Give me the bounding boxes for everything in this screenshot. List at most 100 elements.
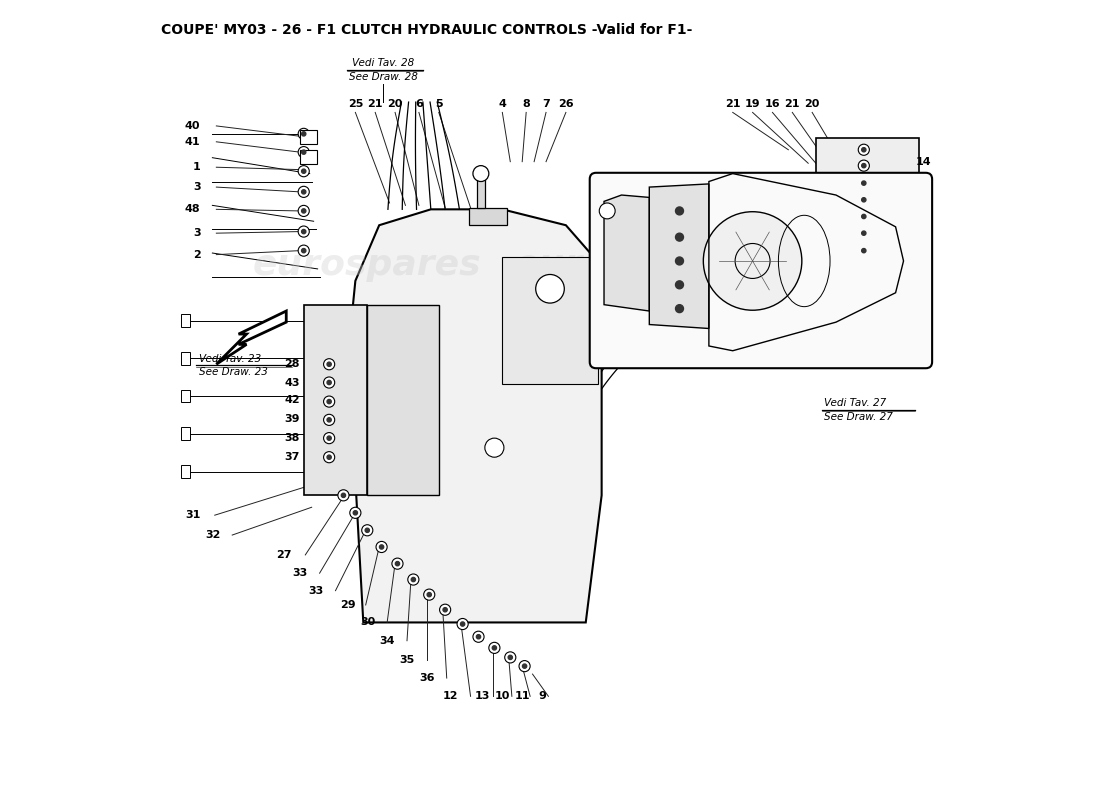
Circle shape bbox=[861, 198, 866, 202]
Text: 4: 4 bbox=[498, 99, 506, 110]
Text: 31: 31 bbox=[185, 510, 200, 520]
Circle shape bbox=[600, 203, 615, 219]
Circle shape bbox=[298, 245, 309, 256]
Text: 13: 13 bbox=[475, 691, 491, 702]
Text: 20: 20 bbox=[387, 99, 403, 110]
Circle shape bbox=[427, 593, 431, 597]
Circle shape bbox=[301, 230, 306, 234]
Text: 8: 8 bbox=[522, 99, 530, 110]
Circle shape bbox=[488, 642, 499, 654]
Text: 29: 29 bbox=[340, 600, 355, 610]
Text: 40: 40 bbox=[185, 121, 200, 131]
Text: 43: 43 bbox=[284, 378, 300, 387]
Text: COUPE' MY03 - 26 - F1 CLUTCH HYDRAULIC CONTROLS -Valid for F1-: COUPE' MY03 - 26 - F1 CLUTCH HYDRAULIC C… bbox=[161, 22, 692, 37]
Text: eurospares: eurospares bbox=[253, 248, 482, 282]
Circle shape bbox=[365, 528, 370, 533]
Text: 48: 48 bbox=[185, 204, 200, 214]
Circle shape bbox=[858, 194, 869, 206]
Circle shape bbox=[858, 211, 869, 222]
Circle shape bbox=[458, 618, 469, 630]
Circle shape bbox=[675, 233, 683, 241]
Bar bbox=[469, 208, 507, 226]
Text: 46: 46 bbox=[596, 252, 612, 262]
Text: 35: 35 bbox=[399, 654, 415, 665]
Circle shape bbox=[861, 163, 866, 168]
Circle shape bbox=[301, 150, 306, 154]
Circle shape bbox=[424, 589, 434, 600]
Text: 5: 5 bbox=[434, 99, 442, 110]
Text: 34: 34 bbox=[379, 636, 395, 646]
Circle shape bbox=[301, 132, 306, 136]
Circle shape bbox=[298, 206, 309, 217]
Bar bbox=[180, 390, 190, 402]
Text: 25: 25 bbox=[348, 99, 363, 110]
Text: Vedi Tav. 23: Vedi Tav. 23 bbox=[199, 354, 261, 364]
Text: 3: 3 bbox=[192, 182, 200, 192]
Polygon shape bbox=[649, 184, 708, 329]
Circle shape bbox=[327, 381, 331, 385]
Circle shape bbox=[440, 604, 451, 615]
Circle shape bbox=[703, 212, 802, 310]
Bar bbox=[180, 465, 190, 478]
Circle shape bbox=[408, 574, 419, 585]
Text: 27: 27 bbox=[276, 550, 292, 560]
Circle shape bbox=[376, 542, 387, 553]
Circle shape bbox=[323, 377, 334, 388]
Polygon shape bbox=[217, 311, 286, 364]
Circle shape bbox=[323, 396, 334, 407]
Bar bbox=[180, 314, 190, 327]
Text: 21: 21 bbox=[367, 99, 383, 110]
Circle shape bbox=[858, 160, 869, 171]
Text: 26: 26 bbox=[558, 99, 574, 110]
Circle shape bbox=[298, 128, 309, 139]
Circle shape bbox=[353, 510, 358, 515]
Circle shape bbox=[675, 305, 683, 313]
Text: 18: 18 bbox=[915, 238, 931, 248]
Circle shape bbox=[379, 545, 384, 549]
Text: 39: 39 bbox=[284, 414, 300, 424]
Text: 45: 45 bbox=[616, 330, 631, 340]
Circle shape bbox=[323, 433, 334, 444]
Circle shape bbox=[443, 608, 448, 612]
Circle shape bbox=[675, 257, 683, 265]
Bar bbox=[300, 150, 317, 164]
Text: 32: 32 bbox=[205, 530, 220, 540]
Text: 10: 10 bbox=[495, 691, 510, 702]
Text: 6: 6 bbox=[415, 99, 422, 110]
Bar bbox=[180, 427, 190, 440]
Text: 12: 12 bbox=[443, 691, 459, 702]
Circle shape bbox=[861, 249, 866, 253]
Text: 24: 24 bbox=[658, 315, 673, 326]
Text: 37: 37 bbox=[285, 452, 300, 462]
Polygon shape bbox=[348, 210, 602, 622]
Circle shape bbox=[298, 226, 309, 237]
Circle shape bbox=[485, 438, 504, 457]
Text: 7: 7 bbox=[542, 99, 550, 110]
Text: 33: 33 bbox=[308, 586, 323, 596]
Bar bbox=[180, 352, 190, 365]
Polygon shape bbox=[604, 195, 649, 311]
Text: 19: 19 bbox=[745, 99, 760, 110]
Circle shape bbox=[341, 494, 345, 498]
Polygon shape bbox=[816, 138, 920, 341]
Text: 11: 11 bbox=[515, 691, 530, 702]
Text: 30: 30 bbox=[360, 618, 375, 627]
Circle shape bbox=[323, 358, 334, 370]
Text: See Draw. 27: See Draw. 27 bbox=[824, 412, 893, 422]
Polygon shape bbox=[367, 305, 439, 495]
Circle shape bbox=[858, 178, 869, 189]
Circle shape bbox=[522, 664, 527, 668]
Circle shape bbox=[338, 490, 349, 501]
Polygon shape bbox=[503, 257, 597, 384]
Circle shape bbox=[411, 578, 416, 582]
Circle shape bbox=[858, 245, 869, 256]
Circle shape bbox=[350, 507, 361, 518]
Text: 15: 15 bbox=[915, 212, 931, 222]
Circle shape bbox=[327, 399, 331, 404]
Circle shape bbox=[858, 228, 869, 238]
Polygon shape bbox=[304, 305, 367, 495]
Text: A: A bbox=[492, 443, 497, 452]
Circle shape bbox=[473, 631, 484, 642]
Bar bbox=[300, 130, 317, 144]
Text: 16: 16 bbox=[764, 99, 780, 110]
